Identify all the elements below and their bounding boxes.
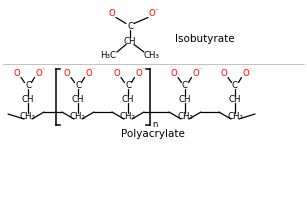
Text: ⁻: ⁻ (41, 69, 45, 73)
Text: C: C (232, 81, 238, 91)
Text: C: C (125, 81, 131, 91)
Text: O: O (114, 69, 120, 79)
Text: O: O (86, 69, 92, 79)
Text: CH: CH (229, 95, 241, 105)
Text: O: O (136, 69, 142, 79)
Text: C: C (182, 81, 188, 91)
Text: O: O (109, 10, 115, 18)
Text: ⁻: ⁻ (248, 69, 252, 73)
Text: C: C (75, 81, 81, 91)
Text: O: O (64, 69, 70, 79)
Text: CH: CH (22, 95, 34, 105)
Text: CH₃: CH₃ (144, 50, 160, 59)
Text: CH: CH (122, 95, 134, 105)
Text: CH₂: CH₂ (120, 113, 136, 121)
Text: O: O (221, 69, 227, 79)
Text: n: n (152, 121, 158, 129)
Text: O: O (171, 69, 177, 79)
Text: O: O (36, 69, 42, 79)
Text: C: C (25, 81, 31, 91)
Text: O: O (243, 69, 249, 79)
Text: Isobutyrate: Isobutyrate (175, 34, 235, 44)
Text: C: C (127, 22, 133, 32)
Text: O: O (14, 69, 20, 79)
Text: Polyacrylate: Polyacrylate (121, 129, 185, 139)
Text: ⁻: ⁻ (91, 69, 95, 73)
Text: CH₂: CH₂ (177, 113, 193, 121)
Text: H₃C: H₃C (100, 50, 116, 59)
Text: CH₂: CH₂ (20, 113, 36, 121)
Text: O: O (192, 69, 199, 79)
Text: ⁻: ⁻ (142, 69, 145, 73)
Text: CH₂: CH₂ (227, 113, 243, 121)
Text: ⁻: ⁻ (154, 8, 158, 14)
Text: CH₂: CH₂ (70, 113, 86, 121)
Text: ⁻: ⁻ (198, 69, 202, 73)
Text: CH: CH (179, 95, 191, 105)
Text: O: O (149, 10, 155, 18)
Text: CH: CH (72, 95, 84, 105)
Text: CH: CH (124, 36, 136, 46)
